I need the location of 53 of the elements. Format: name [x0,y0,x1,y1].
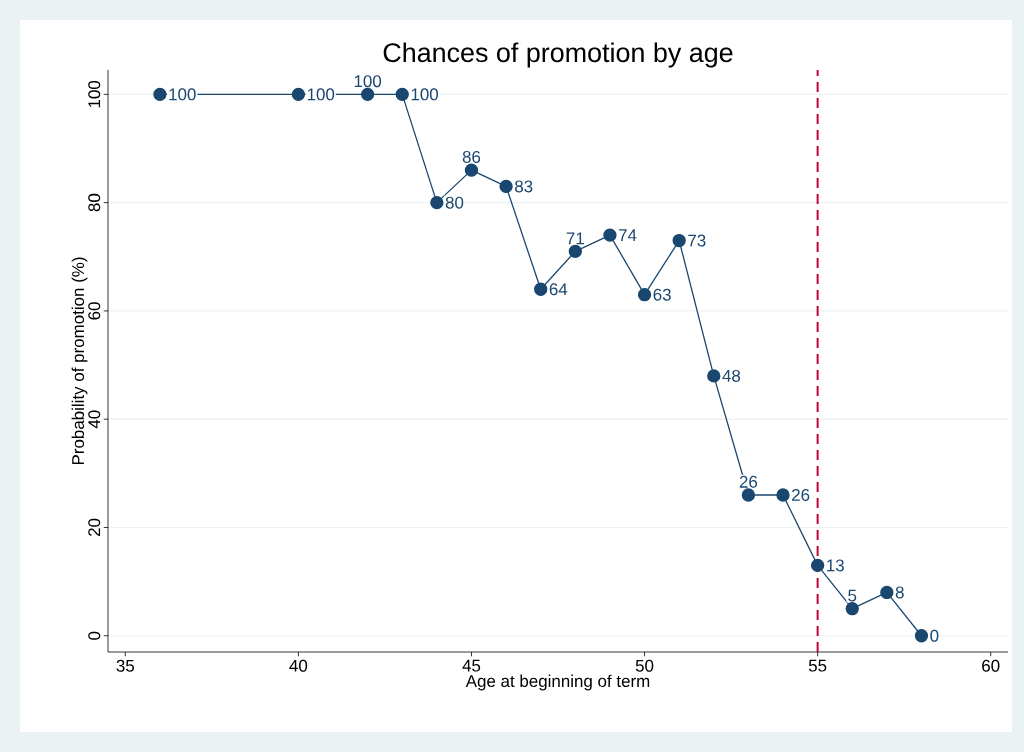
data-label: 100 [307,88,335,101]
data-label: 74 [619,229,637,241]
data-label: 73 [688,234,706,247]
point [672,233,686,248]
point [637,288,652,302]
y-tick-label: 20 [88,518,101,537]
data-label: 80 [445,196,464,209]
data-label: 86 [462,150,481,163]
point [845,602,859,616]
point [914,629,929,643]
point [568,244,582,259]
data-label: 63 [653,288,671,301]
data-label: 100 [411,88,439,101]
data-label: 5 [848,589,857,602]
data-label: 0 [930,629,939,642]
point [499,179,513,194]
data-label: 26 [739,475,758,488]
point [603,228,617,242]
data-label: 71 [566,232,584,245]
point [707,369,721,383]
point [360,87,375,102]
point [153,87,167,102]
data-label: 48 [722,369,741,382]
x-tick-label: 45 [462,659,481,672]
data-label: 100 [354,75,382,88]
point [430,195,444,210]
data-label: 64 [549,283,568,296]
y-tick-label: 100 [88,80,101,108]
point [741,488,756,502]
x-tick-label: 40 [289,659,308,672]
x-tick-label: 60 [982,659,1000,672]
y-tick-label: 80 [88,193,101,212]
x-tick-label: 35 [116,659,135,672]
point [880,585,894,600]
data-label: 83 [515,180,533,193]
data-label: 8 [895,586,904,599]
point [395,87,409,102]
point [291,87,306,102]
y-tick-label: 40 [88,410,101,429]
data-label: 13 [827,559,844,572]
x-tick-label: 50 [635,659,654,672]
point [776,488,790,502]
data-label: 26 [792,489,810,501]
x-tick-label: 55 [808,659,827,672]
y-tick-label: 0 [88,631,101,640]
y-tick-label: 60 [88,302,101,320]
data-label: 100 [169,88,196,101]
point [810,558,825,573]
point [464,163,479,177]
x-axis-title: Age at beginning of term [465,674,650,691]
point [534,282,548,296]
y-axis-title: Probability of promotion (%) [71,257,88,465]
chart-title: Chances of promotion by age [383,42,733,68]
